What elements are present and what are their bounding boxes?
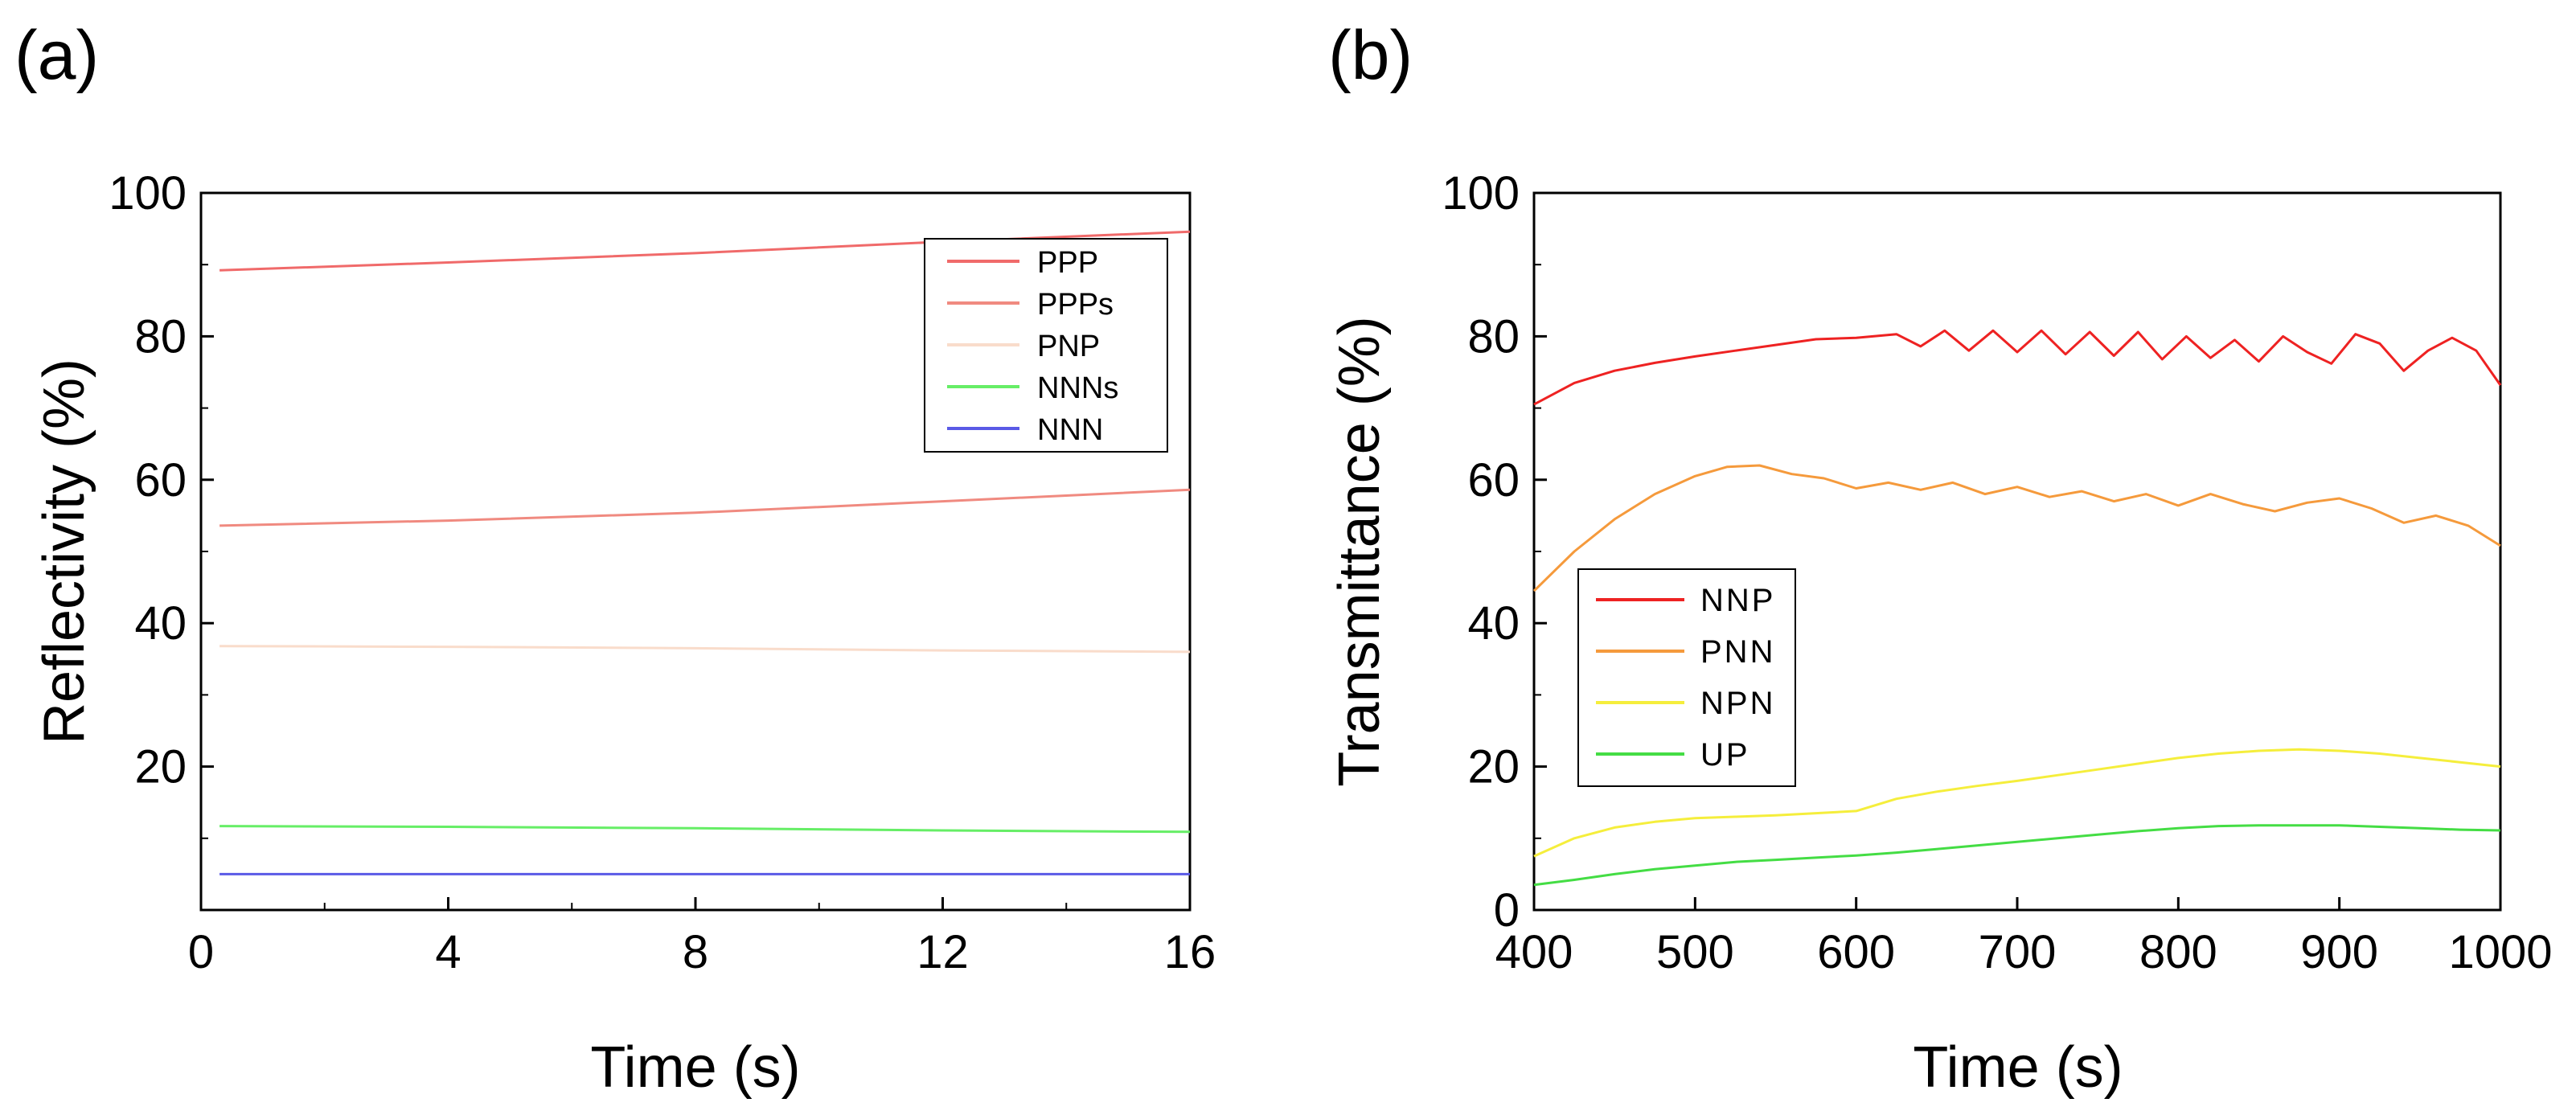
panel-a-y-tick-label-3: 80	[134, 310, 187, 363]
panel-b-series-line-pnn	[1532, 464, 2501, 592]
panel-b-series-line-nnp	[1533, 329, 2502, 406]
panel-b-y-tick-label-4: 80	[1467, 310, 1520, 363]
panel-a-label: (a)	[14, 17, 99, 94]
panel-a-legend-label-pnp: PNP	[1037, 330, 1100, 363]
panel-b: (b) 400 500 600 700 800 900 1000 0 20 40 60 80 100 T…	[1327, 17, 2553, 1100]
panel-b-legend-box	[1577, 568, 1796, 787]
panel-a-legend-label-nnns: NNNs	[1037, 371, 1118, 405]
panel-a-y-axis-title: Reflectivity (%)	[32, 359, 96, 744]
panel-b-x-tick-label-0: 400	[1495, 926, 1573, 978]
panel-a-x-tick-label-4: 16	[1164, 926, 1216, 978]
panel-a-x-tick-label-0: 0	[188, 926, 214, 978]
panel-a-series-line-pnp	[219, 645, 1191, 654]
panel-a-x-tick-label-3: 12	[917, 926, 969, 978]
panel-b-x-tick-label-5: 900	[2300, 926, 2378, 978]
panel-b-y-axis-title: Transmittance (%)	[1327, 316, 1392, 786]
panel-b-series-line-npn	[1533, 748, 2501, 858]
panel-a-x-tick-label-1: 4	[435, 926, 461, 978]
panel-a: (a) 0 4 8 12 16 20 40 60 80 100 Time (s) Reflecti…	[14, 17, 1216, 1100]
panel-b-y-tick-label-0: 0	[1494, 884, 1520, 937]
panel-b-x-tick-label-2: 600	[1817, 926, 1895, 978]
panel-b-legend: NNP PNN NPN UP	[1577, 568, 1796, 787]
panel-b-x-tick-label-3: 700	[1979, 926, 2057, 978]
panel-b-x-tick-label-1: 500	[1656, 926, 1734, 978]
panel-a-y-tick-label-1: 40	[134, 597, 187, 650]
panel-a-series-line-nnns	[219, 825, 1191, 834]
panel-b-x-tick-label-6: 1000	[2448, 926, 2552, 978]
panel-a-y-tick-label-2: 60	[134, 454, 187, 506]
panel-a-y-tick-label-0: 20	[134, 741, 187, 793]
panel-a-x-tick-label-2: 8	[683, 926, 708, 978]
panel-b-y-tick-label-3: 60	[1467, 454, 1520, 506]
panel-a-ticks: 0 4 8 12 16 20 40 60 80 100	[109, 167, 1216, 978]
panel-a-x-axis-title: Time (s)	[590, 1035, 800, 1100]
panel-b-x-axis-title: Time (s)	[1913, 1035, 2123, 1100]
panel-b-legend-label-nnp: NNP	[1700, 583, 1775, 618]
panel-b-y-tick-label-5: 100	[1442, 167, 1520, 219]
panel-a-legend-label-ppps: PPPs	[1037, 288, 1114, 322]
panel-b-ticks: 400 500 600 700 800 900 1000 0 20 40 60 80 100	[1442, 167, 2552, 978]
panel-a-y-tick-label-4: 100	[109, 167, 187, 219]
panel-b-legend-label-up: UP	[1700, 737, 1750, 773]
panel-b-label: (b)	[1328, 17, 1413, 94]
panel-b-legend-label-npn: NPN	[1700, 686, 1775, 721]
panel-b-series	[1532, 329, 2502, 887]
panel-b-series-line-up	[1533, 824, 2501, 887]
panel-a-legend-label-ppp: PPP	[1037, 246, 1098, 280]
panel-a-series-line-ppps	[219, 488, 1191, 527]
panel-b-x-tick-label-4: 800	[2139, 926, 2217, 978]
panel-a-legend-label-nnn: NNN	[1037, 413, 1103, 447]
panel-b-plot-frame	[1532, 191, 2502, 912]
panel-b-y-tick-label-1: 20	[1467, 741, 1520, 793]
panel-b-legend-label-pnn: PNN	[1700, 634, 1775, 670]
panel-b-y-tick-label-2: 40	[1467, 597, 1520, 650]
panel-a-legend: PPP PPPs PNP NNNs NNN	[924, 238, 1168, 453]
